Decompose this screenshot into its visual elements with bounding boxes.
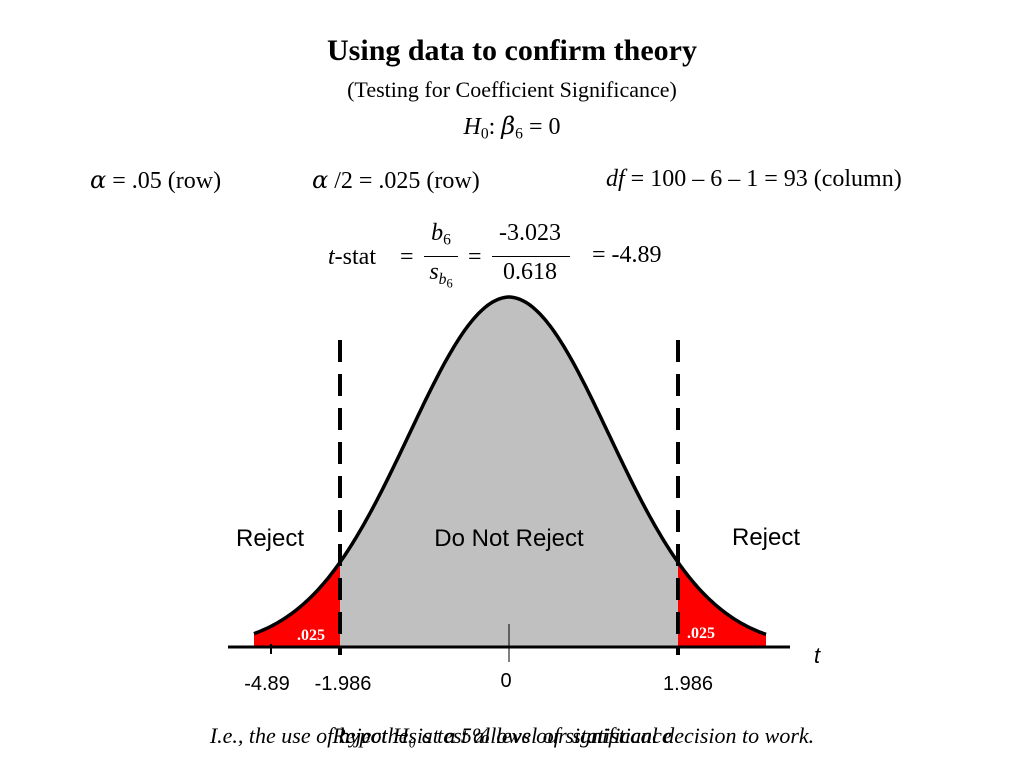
fraction-bar-1: [424, 256, 458, 257]
right-tail-probability: .025: [687, 625, 715, 642]
alpha-text: = .05 (row): [106, 168, 222, 194]
equals-sign-2: =: [468, 244, 482, 270]
do-not-reject-label: Do Not Reject: [434, 525, 584, 552]
hypothesis-h-sub: 0: [480, 125, 489, 143]
reject-right-label: Reject: [732, 524, 800, 551]
tick-label-pos-critical: 1.986: [663, 673, 713, 695]
fraction-s: sb6: [422, 259, 460, 290]
b-symbol: b: [431, 220, 444, 246]
slide-title: Using data to confirm theory: [327, 34, 697, 67]
hypothesis-h: H: [463, 114, 481, 140]
b-sub: 6: [443, 231, 451, 249]
hypothesis-beta-sub: 6: [515, 125, 523, 143]
numerator-value: -3.023: [499, 220, 561, 246]
fraction-b: b6: [422, 220, 460, 249]
half-alpha-param: α /2 = .025 (row): [312, 166, 480, 195]
df-symbol: df: [606, 166, 625, 192]
denominator-value: 0.618: [503, 259, 557, 285]
s-sub-6: 6: [446, 276, 453, 291]
t-stat-label: t-stat: [328, 244, 376, 271]
acceptance-region: [340, 297, 678, 647]
df-text: = 100 – 6 – 1 = 93 (column): [624, 166, 902, 192]
hypothesis-beta: β: [501, 112, 516, 140]
s-sub-b: b: [438, 270, 447, 288]
s-symbol: s: [429, 259, 439, 285]
t-symbol: t: [328, 244, 335, 270]
stat-text: -stat: [334, 244, 376, 270]
footer-interpretation: I.e., the use of hypothesis test allows …: [209, 723, 815, 748]
tick-label-neg-critical: -1.986: [315, 673, 372, 695]
equals-sign-1: =: [400, 244, 414, 270]
alpha-symbol: α: [90, 166, 107, 194]
left-tail-probability: .025: [297, 627, 325, 644]
df-param: df = 100 – 6 – 1 = 93 (column): [606, 166, 902, 193]
reject-left-label: Reject: [236, 525, 304, 552]
b-over-s-fraction: b6 sb6: [422, 220, 460, 290]
hypothesis-colon: :: [488, 114, 496, 140]
hypothesis-equals: = 0: [528, 114, 561, 140]
slide-subtitle: (Testing for Coefficient Significance): [347, 77, 677, 102]
half-alpha-text: /2 = .025 (row): [328, 168, 480, 194]
fraction-bar-2: [492, 256, 570, 257]
tick-label-zero: 0: [500, 670, 511, 692]
tick-label-t-stat: -4.89: [244, 673, 290, 695]
value-fraction: -3.023 0.618: [488, 220, 572, 286]
t-axis-label: t: [814, 643, 821, 668]
half-alpha-symbol: α: [312, 166, 329, 194]
footer-decision: Reject H₀ at a 5% level of significance: [332, 723, 672, 748]
t-stat-formula: t-stat = b6 sb6 = -3.023 0.618 = -4.89: [320, 218, 700, 308]
t-stat-result: = -4.89: [592, 242, 662, 268]
alpha-param: α = .05 (row): [90, 166, 221, 195]
null-hypothesis: H0: β6 = 0: [0, 112, 1024, 143]
